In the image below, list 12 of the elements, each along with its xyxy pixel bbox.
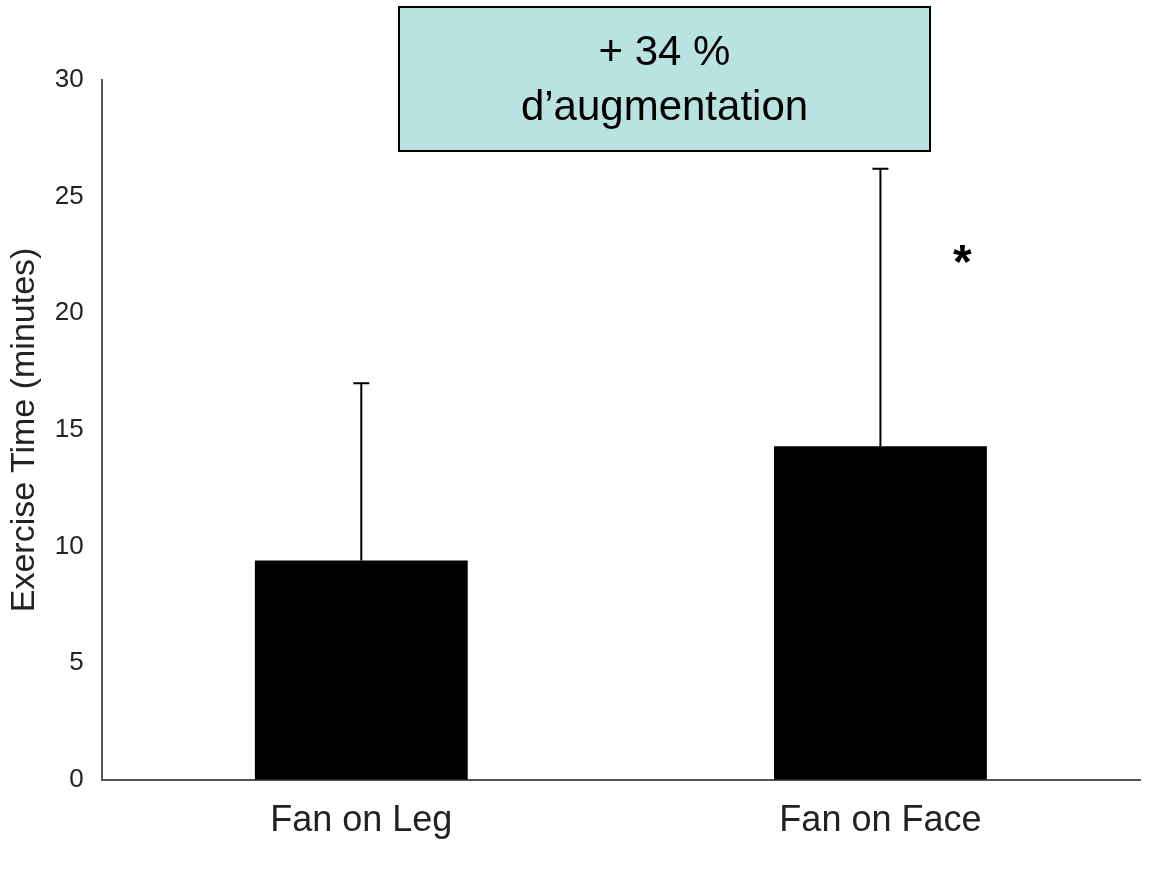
- x-tick-label: Fan on Face: [779, 798, 982, 840]
- annotation: *: [953, 235, 973, 289]
- y-tick-label: 0: [69, 762, 84, 793]
- y-tick-label: 5: [69, 646, 84, 677]
- x-tick-label: Fan on Leg: [270, 798, 453, 840]
- y-tick-label: 15: [54, 413, 84, 444]
- y-axis-title: Exercise Time (minutes): [2, 247, 41, 613]
- callout-box: + 34 % d’augmentation: [398, 6, 931, 152]
- y-tick-label: 20: [54, 296, 84, 327]
- y-tick-label: 10: [54, 529, 84, 560]
- y-tick-label: 25: [54, 179, 84, 210]
- y-tick-label: 30: [54, 63, 84, 94]
